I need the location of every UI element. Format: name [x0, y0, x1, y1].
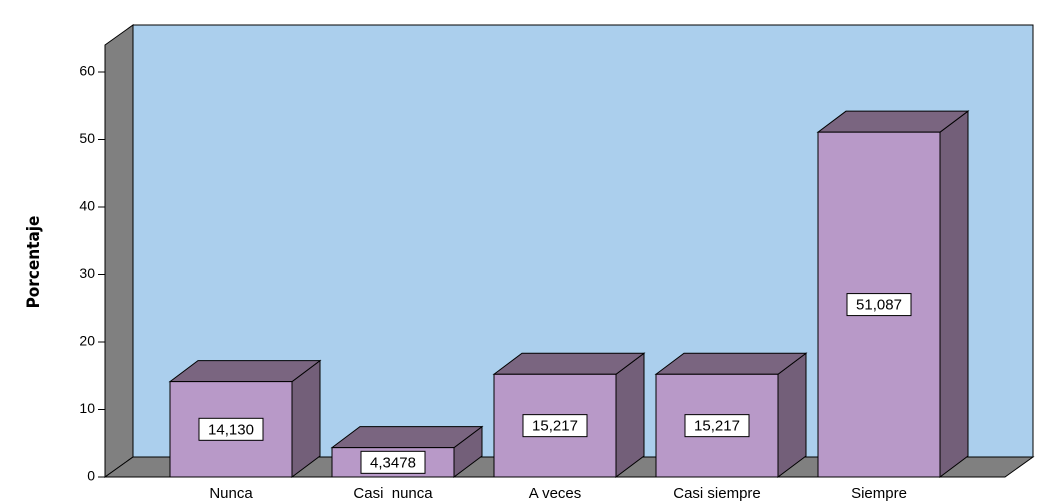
y-tick-label: 0	[87, 468, 95, 484]
y-tick-label: 20	[79, 333, 95, 349]
y-tick-label: 30	[79, 265, 95, 281]
y-tick-label: 60	[79, 63, 95, 79]
bar-side	[777, 352, 807, 478]
x-tick-label: A veces	[529, 485, 582, 501]
y-axis-label: Porcentaje	[24, 216, 44, 309]
value-label: 51,087	[856, 297, 902, 314]
value-label-box	[846, 293, 912, 317]
value-label: 4,3478	[370, 454, 416, 471]
value-label-box	[684, 414, 750, 438]
value-label: 15,217	[694, 418, 740, 435]
value-label-box	[522, 414, 588, 438]
y-tick-label: 40	[79, 198, 95, 214]
y-tick-label: 50	[79, 130, 95, 146]
bar-side	[939, 110, 969, 478]
value-label-box	[198, 417, 264, 441]
x-tick-label: Casi nunca	[353, 485, 433, 501]
x-tick-label: Siempre	[851, 485, 907, 501]
value-label: 15,217	[532, 418, 578, 435]
x-tick-label: Nunca	[209, 485, 253, 501]
x-tick-label: Casi siempre	[673, 485, 761, 501]
value-label-box	[360, 450, 426, 474]
bar-side	[615, 352, 645, 478]
left-wall	[104, 24, 134, 478]
y-tick-label: 10	[79, 400, 95, 416]
value-label: 14,130	[208, 421, 254, 438]
